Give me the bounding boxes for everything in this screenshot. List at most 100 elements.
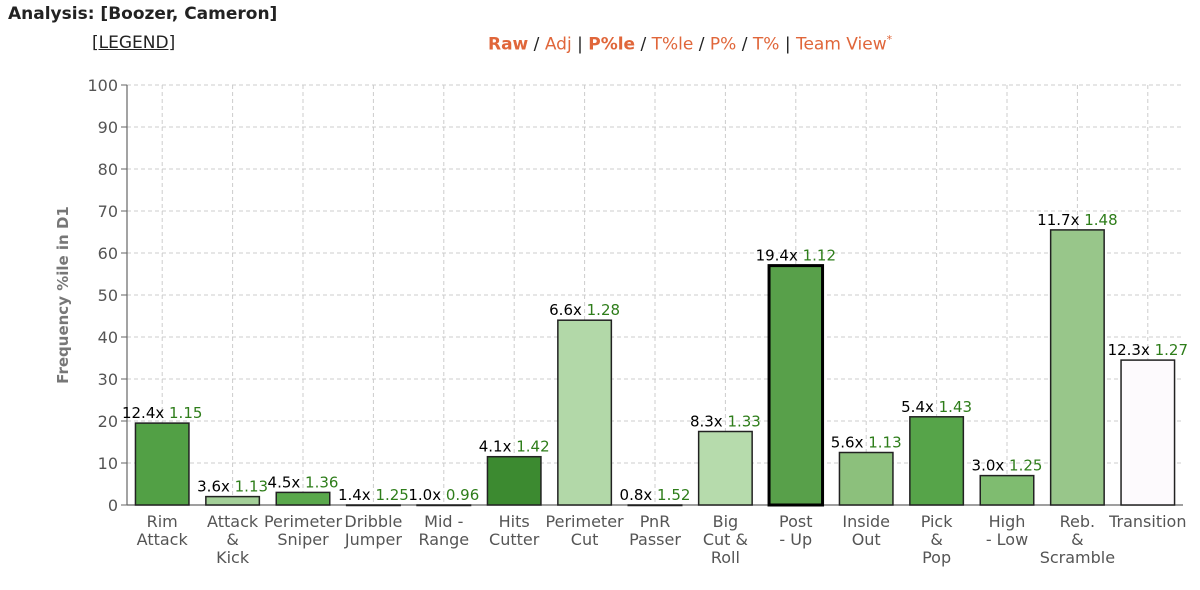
bar-ppp: 1.27 [1155,341,1188,359]
x-tick-label-line: Post [779,512,812,531]
bar-ppp: 1.12 [803,247,836,265]
y-tick-label: 10 [98,454,118,473]
bar-multiplier: 1.0x [408,486,446,504]
x-tick-label-line: Scramble [1040,548,1115,567]
x-tick-label: Pick & Pop [921,512,954,567]
view-option-t-le[interactable]: T%le [651,34,694,55]
bar [767,264,825,507]
bar-ppp: 1.33 [727,413,760,431]
bar-multiplier: 8.3x [690,413,728,431]
bar [627,504,683,507]
bar-ppp: 1.13 [235,478,268,496]
legend-link[interactable]: [LEGEND] [92,33,176,53]
y-tick-label: 80 [98,160,118,179]
x-tick-label-line: Transition [1108,512,1186,531]
bar-value-label: 19.4x 1.12 [756,247,836,265]
view-option-raw[interactable]: Raw [488,34,529,55]
bar [838,451,894,506]
bar-multiplier: 4.1x [479,438,517,456]
y-axis-label: Frequency %ile in D1 [54,206,72,384]
bar-value-label: 3.0x 1.25 [972,457,1043,475]
bar-ppp: 1.13 [868,434,901,452]
x-tick-label-line: Perimeter [264,512,342,531]
bar [134,422,190,506]
bar-value-label: 3.6x 1.13 [197,478,268,496]
bar [1120,359,1176,506]
bar-value-label: 5.6x 1.13 [831,434,902,452]
bar-value-label: 6.6x 1.28 [549,301,620,319]
x-tick-label: Reb. & Scramble [1040,512,1115,567]
bar-ppp: 1.42 [516,438,549,456]
x-tick-label: Inside Out [842,512,890,549]
x-tick-label-line: Dribble [344,512,402,531]
x-tick-label-line: Cutter [489,530,540,549]
bar [1049,229,1105,506]
y-tick-label: 30 [98,370,118,389]
bar-value-label: 1.4x 1.25 [338,486,409,504]
bar-value-label: 12.3x 1.27 [1108,341,1188,359]
x-tick-label-line: Passer [629,530,681,549]
x-tick-label-line: - Up [779,530,812,549]
view-options-nav: Raw / Adj | P%le / T%le / P% / T% | Team… [488,33,892,55]
view-separator: | [779,34,796,55]
x-tick-label-line: PnR [640,512,671,531]
x-tick-label: Big Cut & Roll [703,512,748,567]
bar-multiplier: 12.3x [1108,341,1155,359]
bar [205,495,261,506]
bar-value-label: 12.4x 1.15 [122,404,202,422]
bar [979,474,1035,506]
bar [557,319,613,506]
y-tick-label: 20 [98,412,118,431]
x-tick-label: Rim Attack [137,512,189,549]
x-tick-label: Transition [1108,512,1186,531]
x-tick-label-line: - Low [986,530,1028,549]
x-tick-label-line: Sniper [277,530,329,549]
view-option-p-le[interactable]: P%le [588,34,636,55]
bar-value-label: 5.4x 1.43 [901,398,972,416]
x-tick-label-line: Roll [711,548,740,567]
bar-ppp: 1.15 [169,404,202,422]
y-tick-label: 100 [87,76,118,95]
bar-multiplier: 12.4x [122,404,169,422]
x-tick-label-line: Attack [207,512,259,531]
bar-multiplier: 0.8x [620,486,658,504]
view-option-adj[interactable]: Adj [544,34,572,55]
x-tick-label-line: Kick [216,548,250,567]
bar-ppp: 1.25 [375,486,408,504]
bar-value-label: 4.5x 1.36 [268,473,339,491]
bar-value-label: 0.8x 1.52 [620,486,691,504]
x-tick-label-line: Cut & [703,530,748,549]
view-option-p[interactable]: P% [709,34,737,55]
x-tick-label: Perimeter Cut [546,512,624,549]
bar [909,416,965,506]
bar-value-label: 4.1x 1.42 [479,438,550,456]
x-tick-label: Dribble Jumper [344,512,402,549]
x-tick-label-line: & [1071,530,1083,549]
bar-multiplier: 1.4x [338,486,376,504]
view-separator: / [693,34,710,55]
x-tick-label: PnR Passer [629,512,681,549]
bar-multiplier: 11.7x [1037,211,1084,229]
bar-ppp: 1.43 [939,398,972,416]
x-tick-label-line: Big [713,512,739,531]
x-tick-label-line: Mid - [424,512,463,531]
x-tick-label-line: Pick [921,512,954,531]
x-tick-label-line: Attack [137,530,189,549]
x-tick-label: Post - Up [779,512,812,549]
x-tick-label: High - Low [986,512,1028,549]
x-tick-label-line: Out [852,530,881,549]
bar-ppp: 1.36 [305,473,338,491]
x-tick-label-line: & [226,530,238,549]
view-option-t[interactable]: T% [752,34,780,55]
view-option-team-view[interactable]: Team View [795,34,887,55]
x-tick-label-line: Reb. [1060,512,1095,531]
x-tick-label-line: Perimeter [546,512,624,531]
bar-ppp: 0.96 [446,486,479,504]
x-tick-label-line: Rim [147,512,178,531]
bar [697,430,753,506]
x-tick-label-line: Range [418,530,469,549]
x-tick-label-line: & [930,530,942,549]
x-tick-label: Perimeter Sniper [264,512,342,549]
y-tick-label: 70 [98,202,118,221]
